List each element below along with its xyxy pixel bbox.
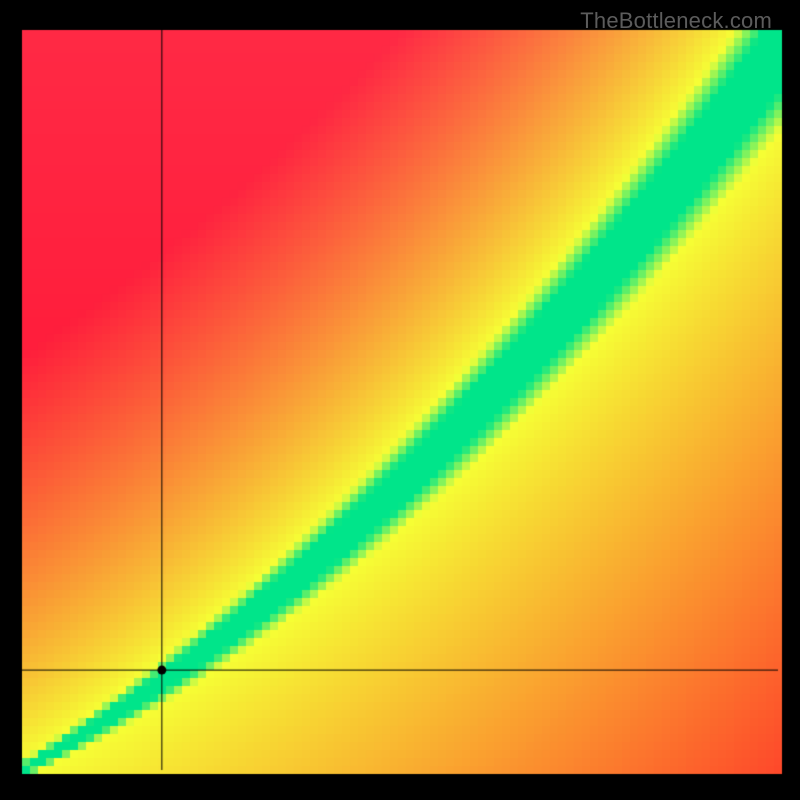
watermark-text: TheBottleneck.com — [580, 8, 772, 34]
chart-container: TheBottleneck.com — [0, 0, 800, 800]
bottleneck-heatmap — [0, 0, 800, 800]
